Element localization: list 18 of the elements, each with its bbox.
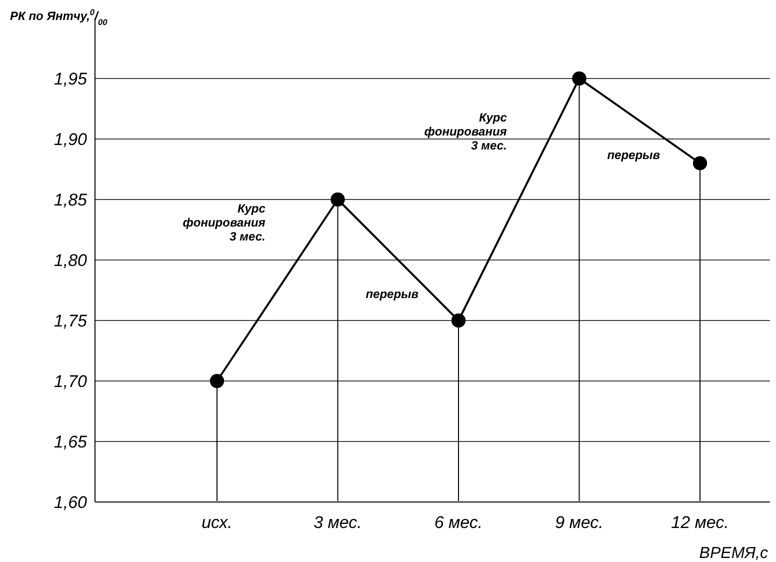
x-tick-label: 6 мес. <box>434 513 483 532</box>
y-tick-label: 1,70 <box>54 372 88 391</box>
x-tick-label: 12 мес. <box>671 513 729 532</box>
x-tick-label: исх. <box>202 513 232 532</box>
y-tick-label: 1,75 <box>54 311 88 330</box>
y-tick-label: 1,60 <box>54 492 88 512</box>
y-tick-label: 1,65 <box>54 432 88 452</box>
x-tick-label: 9 мес. <box>555 513 604 532</box>
annotation: перерыв <box>607 148 660 162</box>
annotation: Курс фонирования 3 мес. <box>182 201 266 244</box>
annotation: Курс фонирования 3 мес. <box>424 110 508 152</box>
x-tick-label: 3 мес. <box>314 513 362 532</box>
x-axis-title: ВРЕМЯ,с <box>699 545 768 562</box>
y-tick-label: 1,85 <box>54 190 88 210</box>
y-tick-label: 1,90 <box>54 130 88 149</box>
y-tick-label: 1,80 <box>54 250 88 270</box>
annotation: перерыв <box>366 287 419 301</box>
y-tick-label: 1,95 <box>54 69 88 88</box>
